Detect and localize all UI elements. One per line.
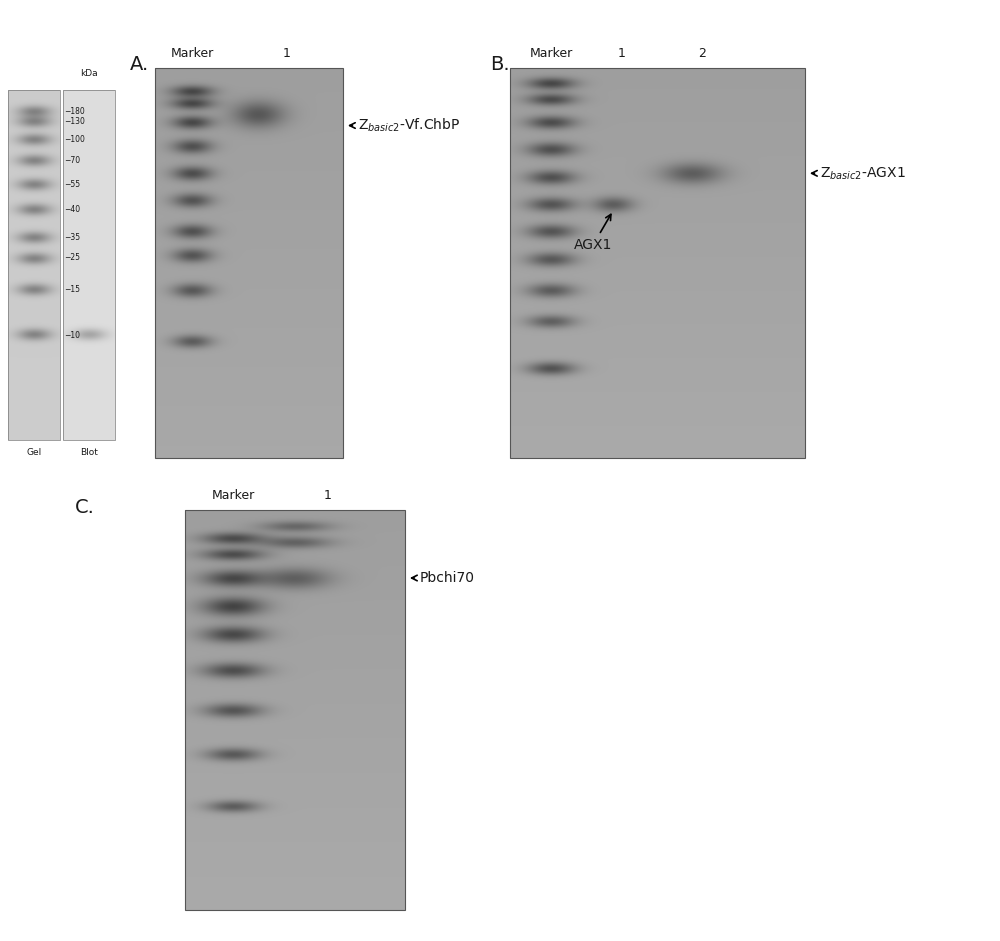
Bar <box>8 90 60 440</box>
Text: Pbchi70: Pbchi70 <box>412 571 475 585</box>
Text: 1: 1 <box>324 489 332 502</box>
Text: 2: 2 <box>698 47 706 60</box>
Text: Marker: Marker <box>530 47 573 60</box>
Text: B.: B. <box>490 55 510 74</box>
Text: Marker: Marker <box>212 489 255 502</box>
Text: 1: 1 <box>618 47 626 60</box>
Text: −10: −10 <box>64 330 80 340</box>
Text: 1: 1 <box>283 47 291 60</box>
Bar <box>155 68 343 458</box>
Text: Gel: Gel <box>26 448 42 457</box>
Text: −70: −70 <box>64 155 80 165</box>
Text: −25: −25 <box>64 253 80 263</box>
Text: −40: −40 <box>64 204 80 214</box>
Text: −130: −130 <box>64 117 85 126</box>
Bar <box>63 90 115 440</box>
Text: Blot: Blot <box>80 448 98 457</box>
Text: −15: −15 <box>64 285 80 294</box>
Text: −180: −180 <box>64 106 85 116</box>
Text: Z$_{basic2}$-Vf.ChbP: Z$_{basic2}$-Vf.ChbP <box>350 117 460 135</box>
Text: Z$_{basic2}$-AGX1: Z$_{basic2}$-AGX1 <box>812 165 906 182</box>
Text: Marker: Marker <box>171 47 214 60</box>
Text: A.: A. <box>130 55 149 74</box>
Text: −55: −55 <box>64 180 80 189</box>
Bar <box>510 68 805 458</box>
Text: −35: −35 <box>64 232 80 242</box>
Bar <box>185 510 405 910</box>
Text: AGX1: AGX1 <box>574 215 612 251</box>
Text: C.: C. <box>75 498 95 517</box>
Text: kDa: kDa <box>80 69 98 78</box>
Text: −100: −100 <box>64 135 85 143</box>
